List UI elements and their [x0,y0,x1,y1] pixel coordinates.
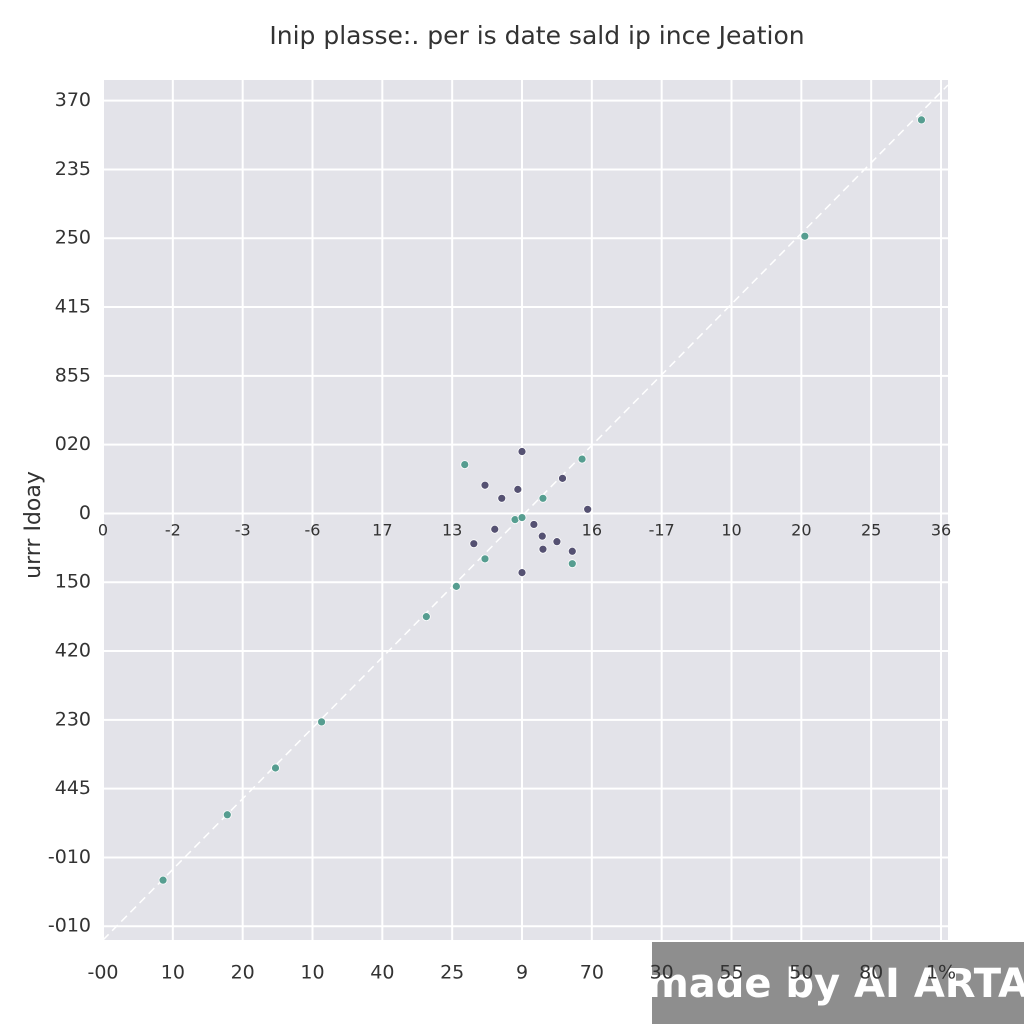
inner-x-tick-label: -6 [305,521,321,540]
y-axis-label: urrr Idoay [21,471,46,579]
y-tick-label: 150 [55,571,91,593]
y-tick-label: 235 [55,158,91,180]
point [917,115,926,125]
x-tick-label: 9 [516,962,528,984]
point [529,520,539,529]
point [577,454,587,464]
point [158,875,168,885]
point [800,231,810,241]
y-tick-label: 0 [79,502,91,524]
point [480,554,490,564]
points [158,115,926,885]
x-tick-label: 40 [370,962,394,984]
y-tick-label: 420 [55,640,91,662]
point [497,493,507,503]
y-tick-label: 855 [55,364,91,386]
inner-x-tick-label: 13 [442,521,462,540]
inner-x-tick-label: -3 [235,521,251,540]
x-tick-label: -00 [87,962,118,984]
point [517,447,527,456]
x-tick-label: 80 [859,962,883,984]
point [271,763,280,773]
watermark: made by AI ARTA [647,961,1024,1007]
point [538,493,548,503]
point [552,537,562,547]
inner-x-tick-label: 20 [791,521,811,540]
y-tick-label: 370 [55,89,91,111]
point [517,513,527,522]
x-tick-label: 25 [440,962,464,984]
y-tick-label: 250 [55,227,91,249]
point [567,559,577,569]
watermark-box [652,942,1024,1024]
point [317,717,326,727]
point [537,531,547,541]
chart-title: Inip plasse:. per is date sald ip ince J… [269,21,804,50]
y-tick-label: 230 [55,708,91,730]
y-tick-label: 020 [55,433,91,455]
point [513,484,523,494]
y-tick-label: -010 [48,846,91,868]
inner-x-tick-label: 16 [582,521,602,540]
point [460,460,470,469]
inner-x-tick-label: 10 [721,521,741,540]
x-tick-label: 55 [719,962,743,984]
x-tick-label: 70 [580,962,604,984]
point [558,473,567,483]
inner-x-tick-label: 0 [98,521,108,540]
point [421,612,431,622]
point [451,581,461,591]
x-tick-label: 20 [231,962,255,984]
point [480,480,490,490]
x-tick-label: 30 [650,962,674,984]
point [469,539,479,549]
point [517,568,527,578]
point [567,546,577,556]
x-tick-label: 50 [789,962,813,984]
point [538,544,548,554]
inner-x-tick-label: 25 [861,521,881,540]
inner-x-tick-label: -2 [165,521,181,540]
inner-x-tick-label: 17 [372,521,392,540]
y-tick-label: 415 [55,296,91,318]
x-tick-label: 1% [926,962,956,984]
inner-x-tick-label: -17 [649,521,675,540]
y-tick-label: -010 [48,915,91,937]
reference-line [102,84,949,941]
grid [102,80,948,940]
x-tick-label: 10 [300,962,324,984]
point [490,524,500,534]
point [222,810,232,820]
x-tick-label: 10 [161,962,185,984]
inner-x-tick-label: 36 [931,521,951,540]
y-tick-label: 445 [55,777,91,799]
point [583,504,593,514]
plot-area [103,80,948,940]
